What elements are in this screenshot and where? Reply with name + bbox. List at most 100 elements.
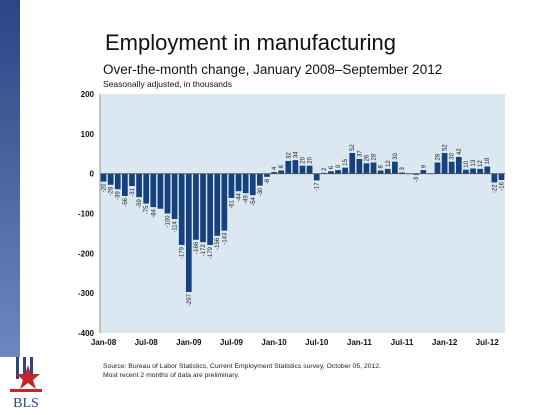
bar bbox=[200, 173, 206, 243]
data-label: -39 bbox=[116, 191, 122, 200]
data-label: 15 bbox=[343, 158, 349, 165]
bar bbox=[214, 173, 221, 236]
bar bbox=[178, 173, 185, 245]
logo-text: BLS bbox=[13, 396, 39, 410]
y-tick-label: -300 bbox=[78, 289, 95, 298]
data-label: 28 bbox=[436, 153, 442, 160]
data-label: -114 bbox=[173, 220, 179, 232]
logo-pillar bbox=[30, 357, 33, 379]
bar bbox=[285, 160, 292, 174]
logo-stripe bbox=[10, 389, 42, 392]
bar-group bbox=[100, 152, 505, 292]
bar bbox=[257, 173, 263, 186]
data-label: 52 bbox=[443, 144, 449, 151]
data-label: -100 bbox=[166, 215, 172, 228]
data-label: 4 bbox=[272, 166, 278, 170]
x-tick-label: Jul-09 bbox=[220, 338, 244, 347]
bar bbox=[264, 173, 270, 177]
bar bbox=[114, 173, 121, 190]
x-tick-label: Jan-10 bbox=[261, 338, 287, 347]
data-label: -61 bbox=[229, 199, 235, 208]
bar bbox=[434, 162, 441, 174]
data-label: -179 bbox=[208, 246, 214, 259]
data-label: 10 bbox=[464, 160, 470, 167]
y-tick-label: -100 bbox=[78, 210, 95, 219]
data-label: -49 bbox=[244, 195, 250, 204]
y-axis-ticks: 200 100 0 -100 -200 -300 -400 bbox=[78, 90, 95, 338]
bar bbox=[349, 152, 356, 174]
y-tick-label: 100 bbox=[81, 130, 95, 139]
bar bbox=[193, 173, 199, 240]
data-label: 30 bbox=[393, 152, 399, 159]
bar bbox=[313, 173, 320, 181]
bar bbox=[455, 156, 462, 174]
bar bbox=[363, 163, 370, 174]
y-tick-label: -200 bbox=[78, 249, 95, 258]
data-label: -166 bbox=[194, 241, 200, 254]
data-label: -20 bbox=[102, 183, 108, 192]
bar bbox=[399, 172, 405, 174]
bar bbox=[157, 173, 164, 209]
bar bbox=[463, 169, 469, 174]
data-label: 28 bbox=[372, 153, 378, 160]
data-label: 20 bbox=[308, 156, 314, 163]
bar bbox=[100, 173, 107, 182]
bar bbox=[228, 173, 235, 198]
data-label: 20 bbox=[301, 156, 307, 163]
data-label: -44 bbox=[237, 193, 243, 202]
bar bbox=[242, 173, 249, 194]
bar bbox=[129, 173, 135, 187]
bar bbox=[420, 170, 427, 174]
data-label: -84 bbox=[151, 208, 157, 217]
slide-title: Employment in manufacturing bbox=[105, 30, 397, 55]
data-label: -156 bbox=[215, 237, 221, 250]
data-label: 18 bbox=[485, 157, 491, 164]
y-tick-label: 0 bbox=[90, 170, 95, 179]
data-label: 9 bbox=[336, 164, 342, 168]
bar bbox=[107, 173, 114, 185]
bar bbox=[448, 161, 455, 174]
bar bbox=[249, 173, 256, 196]
data-label: 8 bbox=[379, 164, 385, 168]
unit-note: Seasonally adjusted, in thousands bbox=[103, 79, 233, 89]
data-label: -8 bbox=[265, 178, 271, 184]
bar bbox=[470, 168, 476, 174]
bar bbox=[392, 161, 398, 174]
data-label: 8 bbox=[279, 164, 285, 168]
bar bbox=[377, 170, 384, 174]
data-label: 30 bbox=[450, 152, 456, 159]
data-label: 3 bbox=[400, 166, 406, 170]
data-label: -17 bbox=[315, 182, 321, 191]
data-label-group: -20 -28-39-56-31-59-75 -84-100 -114-179-297… bbox=[102, 144, 506, 306]
data-label: 26 bbox=[364, 154, 370, 161]
bls-logo: BLS bbox=[10, 357, 42, 410]
bar bbox=[221, 173, 228, 231]
data-label: 52 bbox=[350, 144, 356, 151]
data-label: 6 bbox=[329, 165, 335, 169]
y-tick-label: -400 bbox=[78, 329, 95, 338]
logo-pillar bbox=[23, 357, 26, 379]
data-label: 9 bbox=[421, 164, 427, 168]
bar bbox=[370, 162, 377, 174]
data-label: 42 bbox=[457, 148, 463, 155]
source-line: Source: Bureau of Labor Statistics, Curr… bbox=[103, 363, 381, 370]
data-label: -56 bbox=[123, 197, 129, 206]
bar bbox=[207, 173, 213, 245]
x-tick-label: Jul-12 bbox=[476, 338, 500, 347]
preliminary-note: Most recent 2 months of data are prelimi… bbox=[103, 372, 240, 379]
bar bbox=[122, 173, 128, 196]
data-label: -31 bbox=[130, 187, 136, 196]
bar bbox=[164, 173, 171, 214]
logo-star-icon bbox=[16, 365, 40, 389]
bar bbox=[143, 173, 150, 204]
data-label: -22 bbox=[492, 184, 498, 193]
bar bbox=[441, 152, 448, 174]
plot-area bbox=[100, 94, 505, 333]
data-label: 32 bbox=[286, 152, 292, 159]
x-tick-label: Jan-11 bbox=[347, 338, 372, 347]
data-label: -30 bbox=[258, 187, 264, 196]
chart-subtitle: Over-the-month change, January 2008–Sept… bbox=[103, 62, 443, 77]
data-label: -3 bbox=[414, 176, 420, 182]
bar bbox=[328, 171, 334, 174]
bar bbox=[413, 173, 420, 175]
